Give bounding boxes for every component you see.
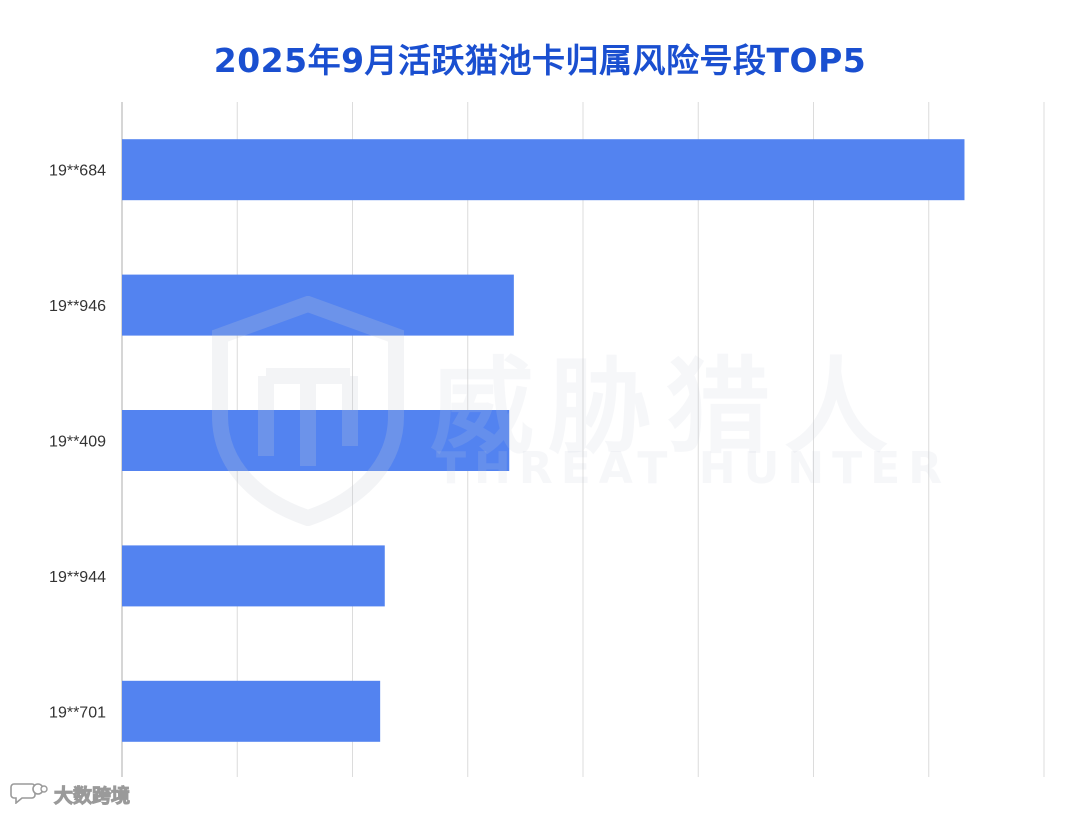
category-label: 19**944 (49, 569, 106, 586)
chat-bubble-icon (10, 780, 48, 809)
source-label: 大数跨境 (53, 785, 131, 808)
bar-19**701 (122, 680, 381, 742)
bar-19**946 (122, 274, 514, 336)
bar-19**409 (122, 410, 510, 471)
bar-19**944 (122, 545, 385, 607)
category-labels: 19**684 19**946 19**409 19**944 19**701 (49, 163, 106, 722)
source-watermark: 大数跨境 (10, 780, 131, 809)
category-label: 19**684 (49, 163, 106, 180)
chart-title: 2025年9月活跃猫池卡归属风险号段TOP5 (213, 41, 867, 80)
category-label: 19**701 (49, 704, 106, 721)
category-label: 19**946 (49, 298, 106, 315)
category-label: 19**409 (49, 434, 106, 451)
bars (122, 139, 965, 742)
bar-19**684 (122, 139, 965, 201)
